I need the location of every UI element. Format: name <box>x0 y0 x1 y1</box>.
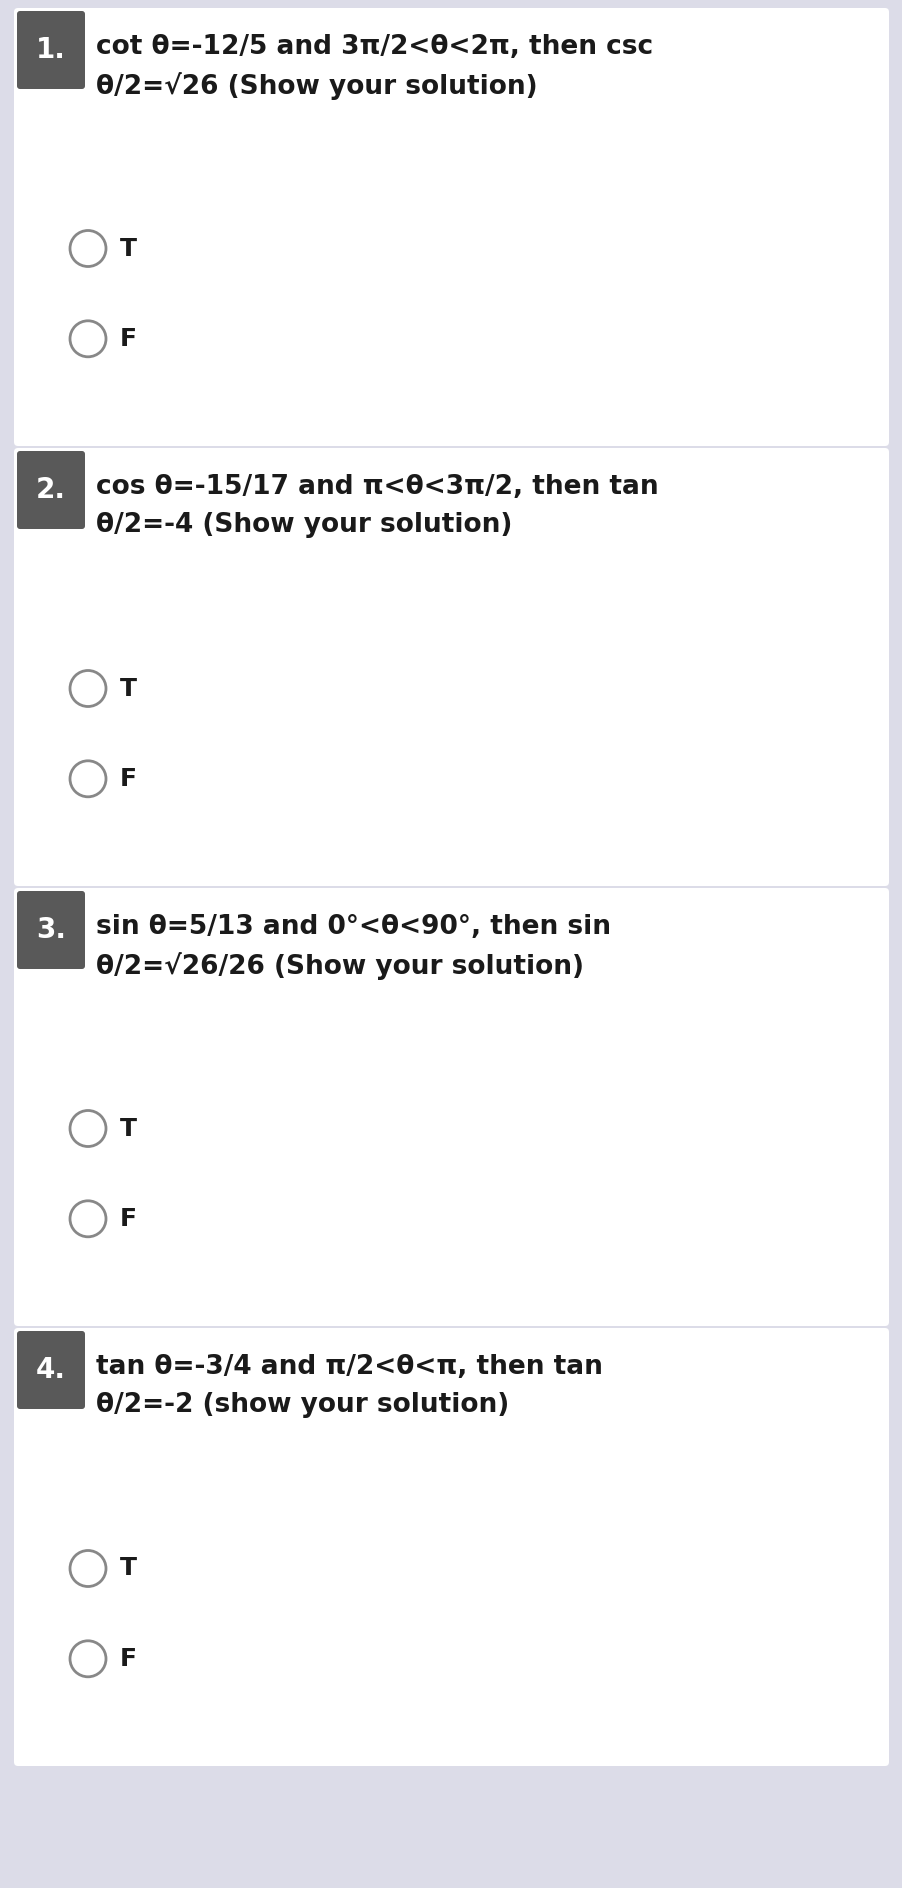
Text: F: F <box>120 1646 137 1671</box>
Text: F: F <box>120 767 137 791</box>
Text: F: F <box>120 327 137 351</box>
FancyBboxPatch shape <box>17 1331 85 1408</box>
Text: 3.: 3. <box>36 916 66 944</box>
FancyBboxPatch shape <box>17 11 85 89</box>
FancyBboxPatch shape <box>14 8 888 446</box>
FancyBboxPatch shape <box>14 887 888 1325</box>
FancyBboxPatch shape <box>14 447 888 885</box>
Text: 4.: 4. <box>36 1356 66 1384</box>
Text: 2.: 2. <box>36 476 66 504</box>
Text: θ/2=-2 (show your solution): θ/2=-2 (show your solution) <box>96 1391 509 1418</box>
Text: θ/2=√26/26 (Show your solution): θ/2=√26/26 (Show your solution) <box>96 952 584 980</box>
Text: T: T <box>120 1116 137 1140</box>
Text: θ/2=-4 (Show your solution): θ/2=-4 (Show your solution) <box>96 512 511 538</box>
FancyBboxPatch shape <box>17 891 85 969</box>
Text: θ/2=√26 (Show your solution): θ/2=√26 (Show your solution) <box>96 72 537 100</box>
Text: F: F <box>120 1206 137 1231</box>
Text: sin θ=5/13 and 0°<θ<90°, then sin: sin θ=5/13 and 0°<θ<90°, then sin <box>96 914 611 940</box>
Text: cos θ=-15/17 and π<θ<3π/2, then tan: cos θ=-15/17 and π<θ<3π/2, then tan <box>96 474 658 500</box>
Text: 1.: 1. <box>36 36 66 64</box>
Text: T: T <box>120 236 137 261</box>
Text: T: T <box>120 1556 137 1580</box>
FancyBboxPatch shape <box>14 1327 888 1765</box>
FancyBboxPatch shape <box>17 451 85 529</box>
Text: T: T <box>120 676 137 700</box>
Text: cot θ=-12/5 and 3π/2<θ<2π, then csc: cot θ=-12/5 and 3π/2<θ<2π, then csc <box>96 34 652 60</box>
Text: tan θ=-3/4 and π/2<θ<π, then tan: tan θ=-3/4 and π/2<θ<π, then tan <box>96 1354 603 1380</box>
